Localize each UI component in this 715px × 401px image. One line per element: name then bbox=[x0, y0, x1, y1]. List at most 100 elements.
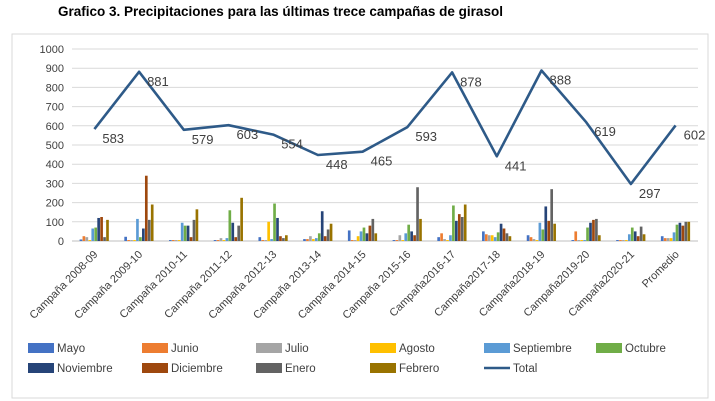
bar-diciembre bbox=[323, 236, 327, 241]
bar-diciembre bbox=[189, 237, 193, 241]
bar-junio bbox=[216, 240, 220, 241]
bar-octubre bbox=[139, 237, 142, 241]
total-data-label: 583 bbox=[102, 131, 124, 146]
legend-swatch bbox=[484, 343, 510, 353]
bar-julio bbox=[85, 237, 89, 241]
bar-febrero bbox=[508, 236, 512, 241]
bar-noviembre bbox=[186, 225, 190, 241]
bar-diciembre bbox=[681, 225, 685, 241]
bar-agosto bbox=[356, 236, 360, 241]
legend-swatch bbox=[28, 343, 54, 353]
bar-agosto bbox=[177, 240, 181, 241]
total-data-label: 619 bbox=[594, 124, 616, 139]
bar-mayo bbox=[437, 237, 440, 241]
bar-junio bbox=[484, 234, 488, 241]
legend-item: Septiembre bbox=[484, 343, 572, 355]
legend-item: Noviembre bbox=[28, 363, 113, 375]
legend-item: Junio bbox=[142, 343, 199, 355]
y-tick-label: 100 bbox=[46, 217, 64, 229]
total-data-label: 579 bbox=[192, 132, 214, 147]
bar-febrero bbox=[642, 234, 646, 241]
bar-enero bbox=[237, 225, 241, 241]
bar-octubre bbox=[228, 210, 232, 241]
total-data-label: 593 bbox=[415, 129, 437, 144]
bar-noviembre bbox=[231, 222, 235, 241]
legend-swatch bbox=[256, 343, 282, 353]
bar-diciembre bbox=[592, 219, 595, 241]
legend-item: Julio bbox=[256, 343, 309, 355]
bar-septiembre bbox=[136, 218, 139, 241]
legend-swatch bbox=[28, 363, 54, 373]
legend-swatch bbox=[596, 343, 622, 353]
bar-agosto bbox=[267, 221, 270, 241]
bar-julio bbox=[309, 236, 312, 241]
bar-mayo bbox=[660, 236, 664, 241]
bar-noviembre bbox=[410, 231, 413, 241]
bar-mayo bbox=[258, 237, 262, 241]
bar-julio bbox=[398, 235, 402, 241]
bar-junio bbox=[574, 231, 578, 241]
bar-julio bbox=[666, 238, 670, 241]
y-axis-labels: 0 100 200 300 400 500 600 700 800 900 1000 bbox=[40, 44, 64, 248]
bar-agosto bbox=[133, 240, 136, 241]
bar-mayo bbox=[571, 240, 575, 241]
bar-febrero bbox=[106, 219, 109, 241]
legend-item: Febrero bbox=[370, 363, 439, 375]
bar-mayo bbox=[526, 235, 530, 241]
bar-agosto bbox=[312, 239, 315, 241]
y-tick-label: 900 bbox=[46, 63, 64, 75]
y-tick-label: 500 bbox=[46, 140, 64, 152]
bar-julio bbox=[219, 238, 223, 241]
legend-item: Total bbox=[484, 363, 537, 375]
bar-diciembre bbox=[368, 225, 372, 241]
bar-septiembre bbox=[583, 240, 586, 241]
bar-julio bbox=[174, 240, 178, 241]
legend-label: Septiembre bbox=[513, 343, 572, 355]
bar-junio bbox=[82, 236, 86, 241]
bar-julio bbox=[622, 240, 625, 241]
total-data-label: 297 bbox=[639, 186, 661, 201]
legend-swatch bbox=[142, 343, 168, 353]
bar-junio bbox=[350, 240, 354, 241]
bar-septiembre bbox=[270, 239, 273, 241]
bar-mayo bbox=[616, 240, 619, 241]
total-data-label: 888 bbox=[550, 73, 572, 88]
bar-agosto bbox=[490, 235, 494, 241]
total-data-label: 441 bbox=[505, 158, 527, 173]
legend-item: Agosto bbox=[370, 343, 435, 355]
bar-septiembre bbox=[449, 235, 452, 241]
bar-enero bbox=[550, 189, 554, 241]
y-tick-label: 1000 bbox=[40, 44, 64, 56]
bar-series bbox=[79, 175, 691, 241]
bar-agosto bbox=[446, 240, 449, 241]
bar-noviembre bbox=[499, 223, 503, 241]
total-line: 583 881 579 603 554 448 465 593 878 441 888 619 297 6… bbox=[93, 69, 705, 201]
bar-agosto bbox=[222, 240, 226, 241]
bar-mayo bbox=[213, 240, 217, 241]
bar-febrero bbox=[419, 218, 422, 241]
chart-title: Grafico 3. Precipitaciones para las últi… bbox=[58, 4, 503, 19]
y-tick-label: 300 bbox=[46, 178, 64, 190]
legend-swatch bbox=[370, 343, 396, 353]
bar-junio bbox=[171, 240, 175, 241]
bar-febrero bbox=[598, 235, 601, 241]
x-tick-label: Promedio bbox=[640, 249, 682, 291]
bar-noviembre bbox=[455, 220, 458, 241]
bar-octubre bbox=[273, 203, 276, 241]
bar-octubre bbox=[407, 224, 411, 241]
legend-item: Mayo bbox=[28, 343, 85, 355]
bar-agosto bbox=[625, 240, 628, 241]
bar-octubre bbox=[496, 232, 500, 241]
gridlines bbox=[72, 48, 698, 242]
bar-enero bbox=[326, 229, 330, 241]
bar-diciembre bbox=[279, 236, 282, 241]
bar-enero bbox=[282, 238, 285, 241]
y-tick-label: 0 bbox=[58, 236, 64, 248]
bar-diciembre bbox=[457, 214, 461, 241]
bar-octubre bbox=[675, 224, 679, 241]
bar-mayo bbox=[303, 239, 306, 241]
bar-agosto bbox=[580, 240, 583, 241]
legend-label: Febrero bbox=[399, 363, 439, 375]
bar-febrero bbox=[463, 204, 467, 241]
